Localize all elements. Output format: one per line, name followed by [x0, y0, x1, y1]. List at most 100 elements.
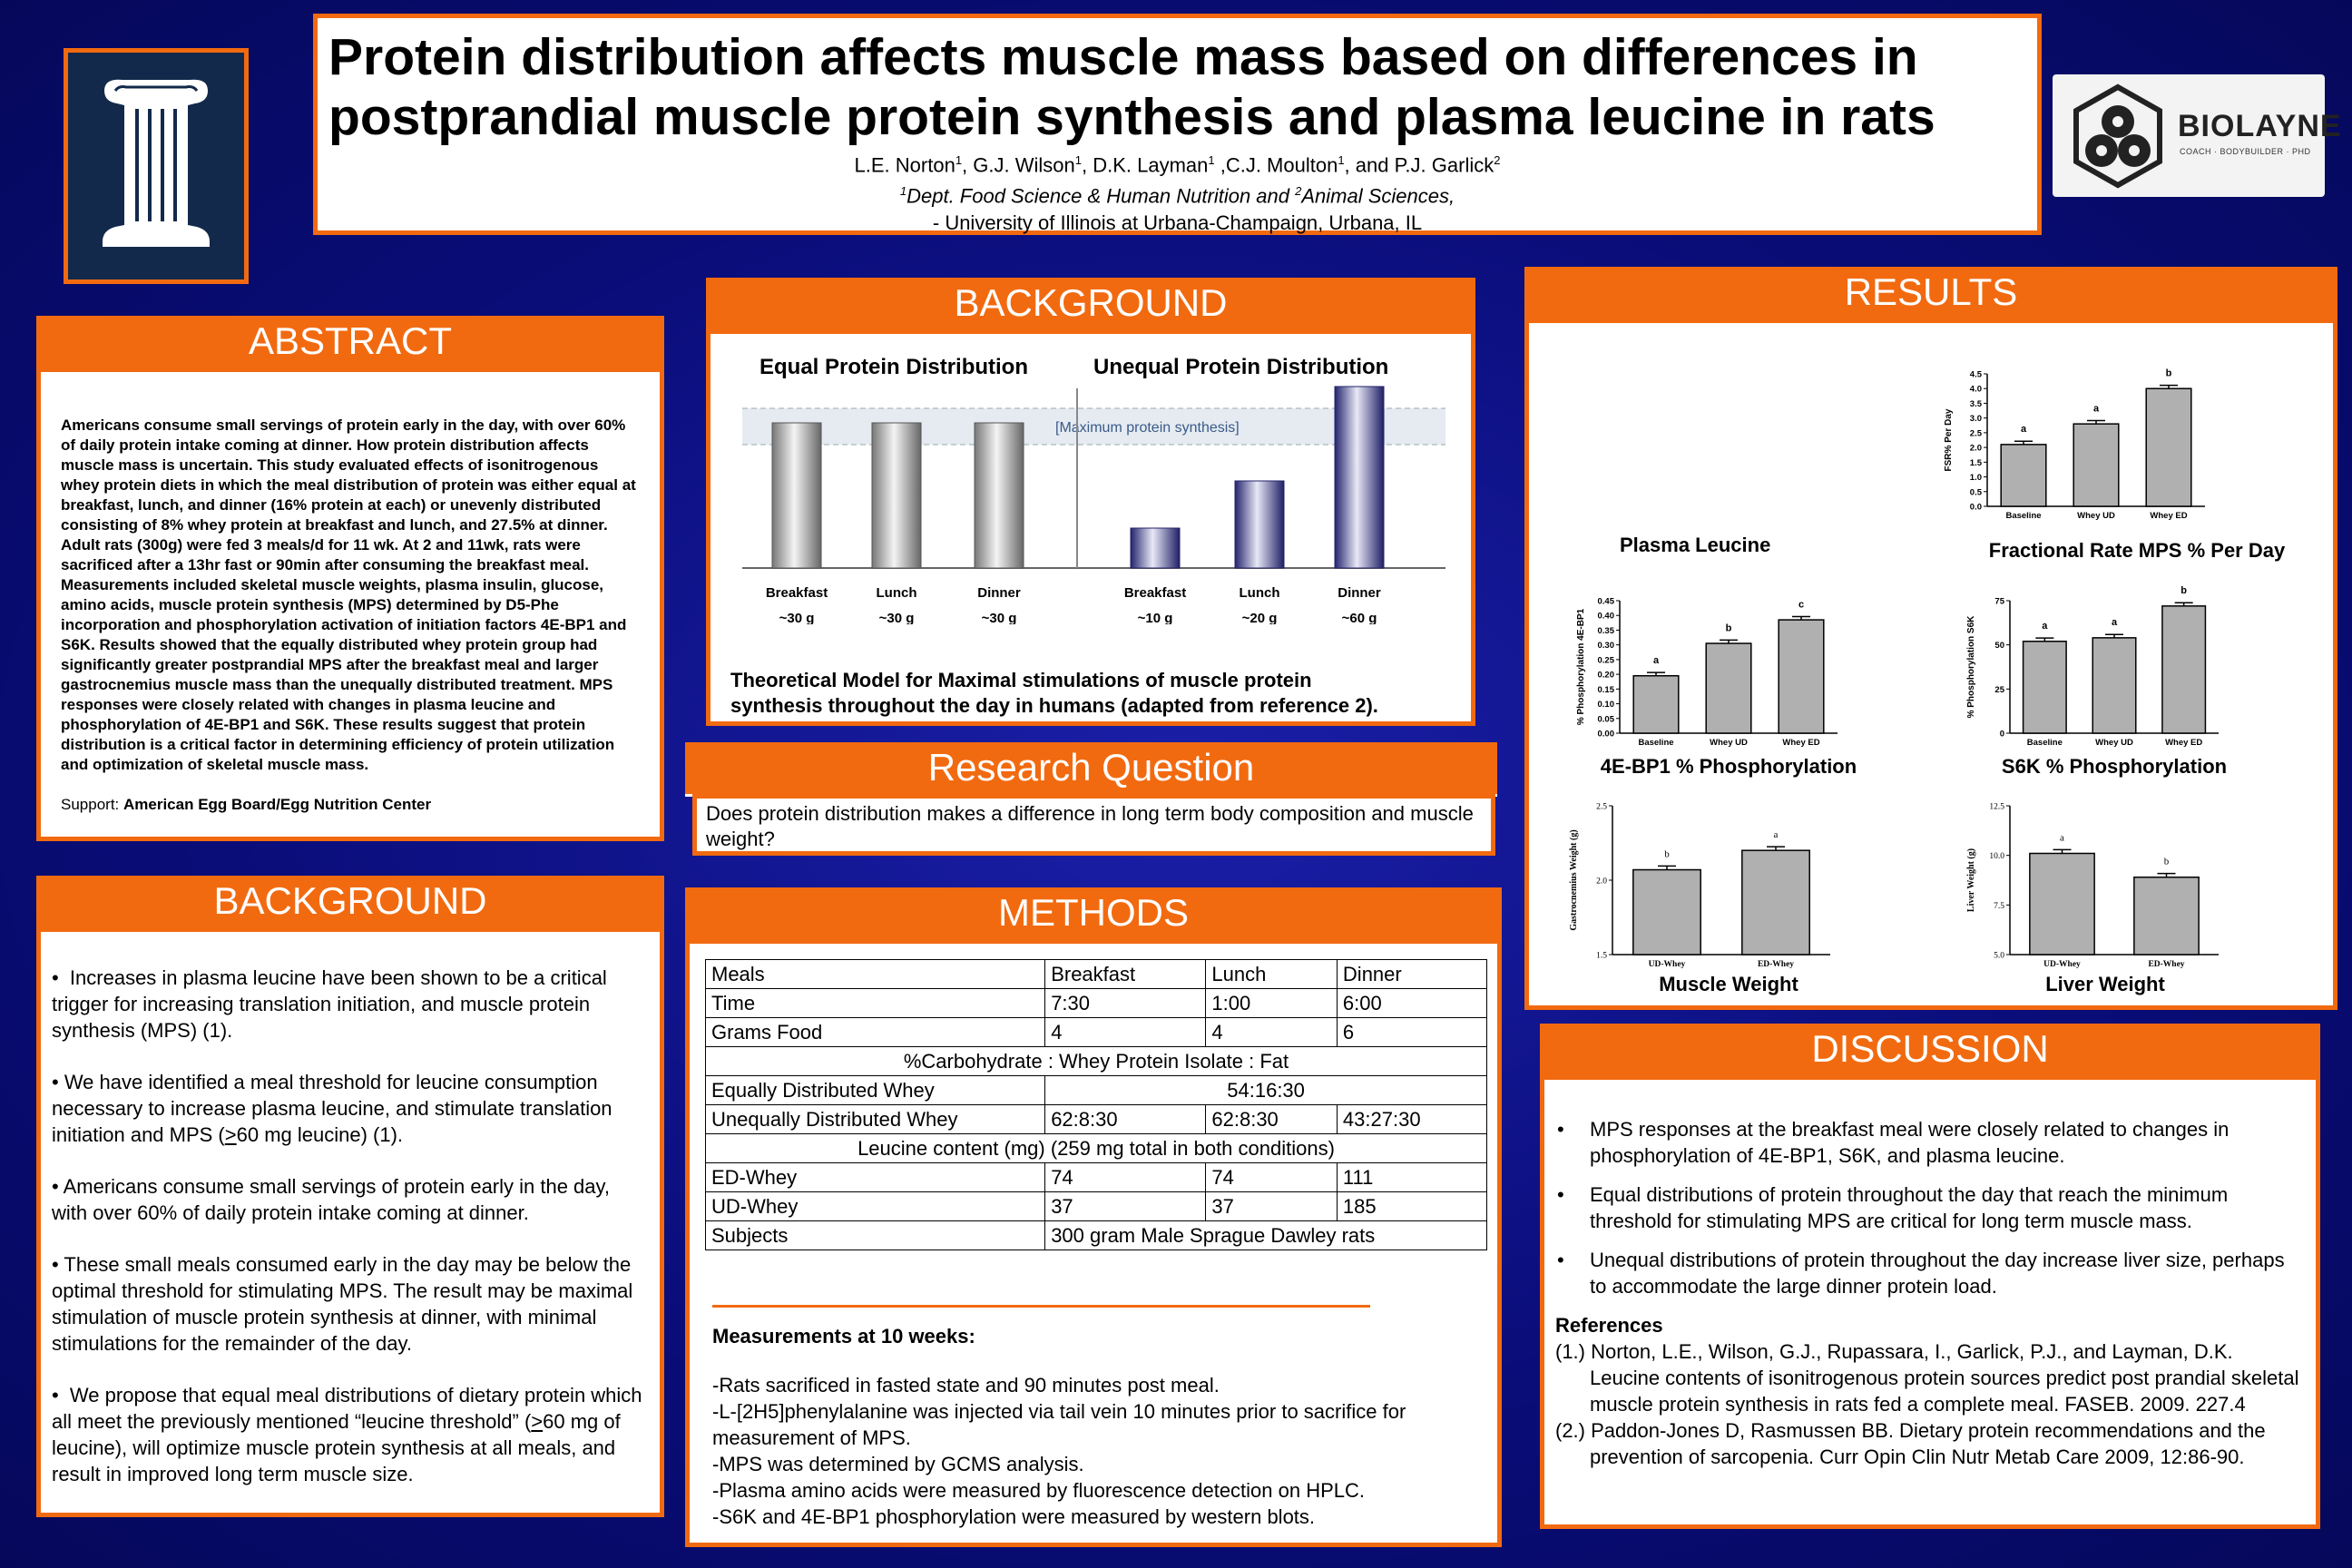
- bullet-icon: •: [1557, 1249, 1564, 1271]
- theory-amount-label: ~10 g: [1138, 611, 1173, 624]
- table-row: %Carbohydrate : Whey Protein Isolate : F…: [705, 1046, 1487, 1076]
- table-cell: Grams Food: [704, 1017, 1046, 1047]
- table-cell: 1:00: [1205, 988, 1338, 1018]
- x-tick-label: Baseline: [1638, 738, 1673, 748]
- table-row: UD-Whey 37 37 185: [704, 1191, 1488, 1221]
- university-logo: [64, 48, 249, 284]
- table-cell: Meals: [704, 959, 1046, 989]
- significance-letter: a: [2060, 832, 2064, 843]
- methods-header: METHODS: [685, 887, 1502, 942]
- measurements-list: -Rats sacrificed in fasted state and 90 …: [712, 1372, 1493, 1530]
- discussion-bullet: • MPS responses at the breakfast meal wer…: [1544, 1116, 2303, 1169]
- reference-item: (1.) Norton, L.E., Wilson, G.J., Rupassa…: [1555, 1340, 2299, 1416]
- results-bar: [2145, 387, 2192, 507]
- y-tick-label: 3.0: [1970, 414, 1982, 424]
- significance-letter: b: [2166, 368, 2172, 379]
- x-tick-label: ED-Whey: [2148, 960, 2184, 969]
- y-tick-label: 7.5: [1994, 902, 2004, 911]
- x-tick-label: Whey UD: [2095, 738, 2133, 748]
- research-question-panel: Does protein distribution makes a differ…: [692, 794, 1495, 856]
- table-cell: 111: [1336, 1162, 1488, 1192]
- table-cell: 43:27:30: [1336, 1104, 1488, 1134]
- x-tick-label: Whey UD: [2077, 511, 2115, 521]
- poster-title-line-2: postprandial muscle protein synthesis an…: [328, 88, 1936, 146]
- ebp-chart-label: 4E-BP1 % Phosphorylation: [1600, 755, 1857, 778]
- discussion-header: DISCUSSION: [1540, 1024, 2320, 1078]
- y-tick-label: 0.40: [1598, 612, 1615, 622]
- table-cell: ED-Whey: [704, 1162, 1046, 1192]
- bullet-icon: •: [1557, 1118, 1564, 1141]
- y-axis-label: % Phosphorylation S6K: [1966, 615, 1976, 719]
- table-cell: Unequally Distributed Whey: [704, 1104, 1046, 1134]
- y-tick-label: 10.0: [1989, 852, 2004, 861]
- results-bar: [2133, 876, 2200, 956]
- university: - University of Illinois at Urbana-Champ…: [932, 211, 1423, 234]
- table-cell: 54:16:30: [1044, 1075, 1487, 1105]
- discussion-bullet-text: Equal distributions of protein throughou…: [1590, 1183, 2229, 1232]
- background-bullet: • Americans consume small servings of pr…: [52, 1175, 611, 1224]
- theory-amount-label: ~60 g: [1342, 611, 1377, 624]
- authors: L.E. Norton1, G.J. Wilson1, D.K. Layman1…: [854, 153, 1501, 177]
- table-cell: 37: [1044, 1191, 1207, 1221]
- liver-weight-label: Liver Weight: [2045, 973, 2165, 995]
- theoretical-model-caption: Theoretical Model for Maximal stimulatio…: [730, 668, 1378, 719]
- results-chart-1: 0.00 0.05 0.10 0.15 0.20 0.25 0.30 0.35 0.40 0.45…: [1576, 597, 1838, 748]
- theory-amount-label: ~30 g: [879, 611, 915, 624]
- significance-letter: b: [1726, 622, 1732, 633]
- significance-letter: a: [2112, 617, 2118, 628]
- y-axis-label: % Phosphorylation 4E-BP1: [1576, 608, 1586, 725]
- background-mid-header: BACKGROUND: [706, 278, 1475, 332]
- results-bar: [1705, 642, 1752, 734]
- methods-table: Meals Breakfast Lunch Dinner Time 7:30 1…: [704, 959, 1488, 1250]
- y-tick-label: 4.5: [1970, 370, 1983, 380]
- theory-amount-label: ~20 g: [1242, 611, 1278, 624]
- significance-letter: a: [1774, 829, 1779, 840]
- references-list: (1.) Norton, L.E., Wilson, G.J., Rupassa…: [1544, 1338, 2303, 1470]
- table-row: Grams Food 4 4 6: [704, 1017, 1488, 1047]
- table-cell: UD-Whey: [704, 1191, 1046, 1221]
- research-question-header: Research Question: [685, 742, 1497, 797]
- results-bar: [2029, 852, 2095, 956]
- table-row: Leucine content (mg) (259 mg total in bo…: [705, 1133, 1487, 1163]
- results-chart-0: 0.0 0.5 1.0 1.5 2.0 2.5 3.0 3.5 4.0 4.5 a Baseline a…: [1944, 368, 2205, 521]
- biolayne-logo: BIOLAYNE COACH · BODYBUILDER · PHD: [2053, 74, 2341, 197]
- y-tick-label: 50: [1994, 641, 2004, 651]
- table-row: Equally Distributed Whey 54:16:30: [704, 1075, 1487, 1105]
- theory-amount-label: ~30 g: [982, 611, 1017, 624]
- y-tick-label: 2.0: [1596, 877, 1607, 887]
- results-header: RESULTS: [1524, 267, 2337, 321]
- caption-line-1: Theoretical Model for Maximal stimulatio…: [730, 669, 1312, 691]
- table-cell: 6: [1336, 1017, 1488, 1047]
- table-cell: 300 gram Male Sprague Dawley rats: [1044, 1220, 1487, 1250]
- s6k-chart-label: S6K % Phosphorylation: [2001, 755, 2228, 778]
- discussion-bullet: • Equal distributions of protein througho…: [1544, 1181, 2303, 1234]
- abstract-header: ABSTRACT: [36, 316, 664, 370]
- table-cell: 7:30: [1044, 988, 1207, 1018]
- x-tick-label: ED-Whey: [1758, 960, 1794, 969]
- y-tick-label: 5.0: [1994, 952, 2004, 961]
- x-tick-label: Whey ED: [1782, 738, 1819, 748]
- poster-title-line-1: Protein distribution affects muscle mass…: [328, 28, 1918, 86]
- methods-divider: [712, 1305, 1370, 1308]
- table-cell: 185: [1336, 1191, 1488, 1221]
- y-tick-label: 0.35: [1598, 626, 1615, 636]
- research-question-text: Does protein distribution makes a differ…: [706, 802, 1474, 850]
- theory-meal-label: Lunch: [877, 585, 917, 601]
- significance-letter: a: [2093, 404, 2100, 415]
- table-cell: 62:8:30: [1205, 1104, 1338, 1134]
- background-bullet: • We propose that equal meal distributio…: [52, 1384, 642, 1485]
- theory-bar: [1130, 527, 1181, 569]
- unequal-distribution-title: Unequal Protein Distribution: [1093, 355, 1388, 379]
- y-axis-label: Liver Weight (g): [1966, 848, 1976, 912]
- table-cell: Leucine content (mg) (259 mg total in bo…: [705, 1133, 1487, 1163]
- background-bullet: • Increases in plasma leucine have been …: [52, 966, 607, 1042]
- background-left-header: BACKGROUND: [36, 876, 664, 930]
- y-tick-label: 0.25: [1598, 655, 1615, 665]
- significance-letter: a: [2021, 424, 2027, 435]
- table-cell: 74: [1044, 1162, 1207, 1192]
- list-item: -Rats sacrificed in fasted state and 90 …: [712, 1374, 1220, 1396]
- theory-meal-label: Breakfast: [766, 585, 828, 601]
- significance-letter: b: [2164, 857, 2170, 867]
- y-tick-label: 2.5: [1596, 803, 1607, 812]
- theory-bar: [871, 422, 922, 569]
